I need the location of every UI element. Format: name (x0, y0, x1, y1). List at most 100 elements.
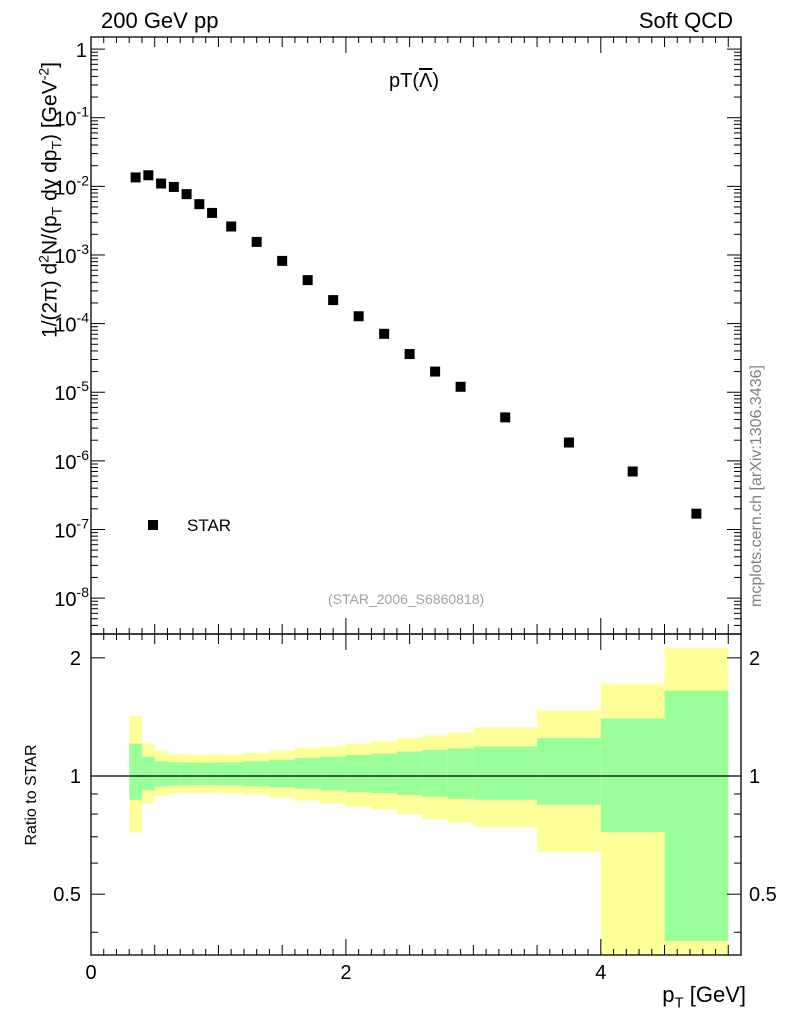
ratio-stat-band (294, 757, 321, 789)
data-point (500, 412, 511, 423)
data-point (353, 311, 364, 322)
ratio-stat-band (243, 761, 270, 787)
ratio-y-axis-label: Ratio to STAR (23, 744, 40, 846)
ratio-y-tick-label: 0.5 (53, 884, 81, 906)
ratio-plot-frame (90, 633, 742, 956)
ratio-y-tick-label-right: 0.5 (749, 884, 777, 906)
header-left: 200 GeV pp (101, 8, 219, 33)
ratio-y-tick-label: 1 (70, 766, 81, 788)
ratio-y-tick-label-right: 2 (749, 648, 760, 670)
ratio-stat-band (129, 743, 142, 800)
data-point (143, 170, 154, 181)
ratio-stat-band (269, 759, 295, 788)
ratio-stat-band (154, 761, 168, 787)
x-axis-label: pT [GeV] (662, 982, 746, 1011)
data-point (181, 189, 192, 200)
main-plot-frame (90, 36, 742, 635)
y-tick-label-exp: -4 (77, 310, 90, 326)
y-tick-label-base: 10 (54, 589, 76, 611)
y-axis-label-part: 2 (35, 255, 52, 263)
y-tick-label-exp: -5 (77, 378, 90, 394)
ratio-stat-band (320, 756, 346, 791)
y-axis-label-part: ) [GeV (38, 80, 62, 141)
y-tick-label-exp: -6 (77, 447, 90, 463)
x-tick-label: 0 (85, 962, 96, 984)
ratio-stat-band (473, 746, 538, 800)
ratio-stat-band (600, 718, 665, 833)
y-axis-label-part: 1/(2π) d (38, 262, 62, 338)
side-watermark-label: mcplots.cern.ch [arXiv:1306.3436] (748, 365, 765, 607)
y-tick-label-base: 10 (54, 383, 76, 405)
y-tick-label: 10-6 (54, 447, 89, 474)
plot-title-symbol: Λ (419, 70, 433, 92)
ratio-stat-band (396, 751, 423, 795)
data-point (430, 366, 441, 377)
x-tick-label: 2 (340, 962, 351, 984)
y-tick-label-exp: -2 (77, 172, 90, 188)
data-point (277, 255, 288, 266)
y-axis-label-part: dy dp (38, 149, 62, 207)
data-point (207, 207, 218, 218)
y-tick-label-exp: -1 (77, 104, 90, 120)
data-point (404, 349, 415, 360)
reference-label: (STAR_2006_S6860818) (328, 591, 485, 607)
y-tick-label: 10-4 (54, 310, 89, 337)
data-point (251, 236, 262, 247)
y-tick-label: 10-1 (54, 104, 89, 131)
plot-title-prefix: pT( (389, 70, 419, 92)
y-tick-label-base: 10 (54, 520, 76, 542)
y-tick-label: 1 (76, 40, 87, 62)
y-axis-label-part: T (48, 206, 65, 216)
y-axis-label-part: -2 (35, 67, 52, 81)
y-tick-label-base: 10 (54, 109, 76, 131)
data-point (627, 466, 638, 477)
ratio-stat-band (167, 762, 181, 786)
x-axis-label-main: p (662, 982, 675, 1007)
y-tick-label-base: 10 (54, 177, 76, 199)
plot-title: pT(Λ) (389, 70, 439, 93)
ratio-y-tick-label-right: 1 (749, 766, 760, 788)
ratio-stat-band (205, 762, 219, 786)
legend-label-star: STAR (187, 516, 232, 535)
y-tick-label-exp: -7 (77, 515, 90, 531)
header-right: Soft QCD (638, 8, 733, 33)
data-point (226, 221, 237, 232)
ratio-stat-band (537, 737, 601, 805)
y-tick-label-base: 10 (54, 315, 76, 337)
y-tick-label-exp: -3 (77, 241, 90, 257)
y-axis-label-part: T (48, 140, 65, 150)
x-tick-label: 4 (595, 962, 606, 984)
x-axis-label-unit: [GeV] (683, 982, 746, 1007)
x-axis-label-sub: T (674, 994, 684, 1012)
y-tick-label: 10-2 (54, 172, 89, 199)
y-tick-label: 10-3 (54, 241, 89, 268)
y-axis-label: 1/(2π) d2N/(pT dy dpT) [GeV-2] (35, 62, 64, 338)
plot-title-suffix: ) (432, 70, 440, 92)
ratio-stat-band (664, 690, 729, 941)
y-axis-label-part: N/(p (38, 215, 62, 256)
data-point (302, 275, 313, 286)
ratio-stat-band (218, 762, 244, 786)
ratio-stat-band (192, 762, 206, 786)
data-point (130, 172, 141, 183)
ratio-stat-band (371, 753, 397, 794)
ratio-stat-band (447, 748, 474, 799)
y-tick-label-exp: -8 (77, 584, 90, 600)
data-point (379, 328, 390, 339)
data-point (328, 295, 339, 306)
data-point (455, 381, 466, 392)
data-point (168, 181, 179, 192)
data-point (691, 508, 702, 519)
ratio-stat-band (141, 756, 155, 791)
ratio-stat-band (180, 762, 193, 786)
ratio-stat-band (422, 749, 448, 797)
data-point (156, 178, 167, 189)
y-tick-label: 10-7 (54, 515, 89, 542)
y-tick-label-base: 10 (54, 246, 76, 268)
data-point (563, 437, 574, 448)
y-tick-label: 10-8 (54, 584, 89, 611)
legend-marker-star (148, 520, 158, 530)
ratio-y-tick-label: 2 (70, 648, 81, 670)
ratio-stat-band (345, 754, 372, 793)
